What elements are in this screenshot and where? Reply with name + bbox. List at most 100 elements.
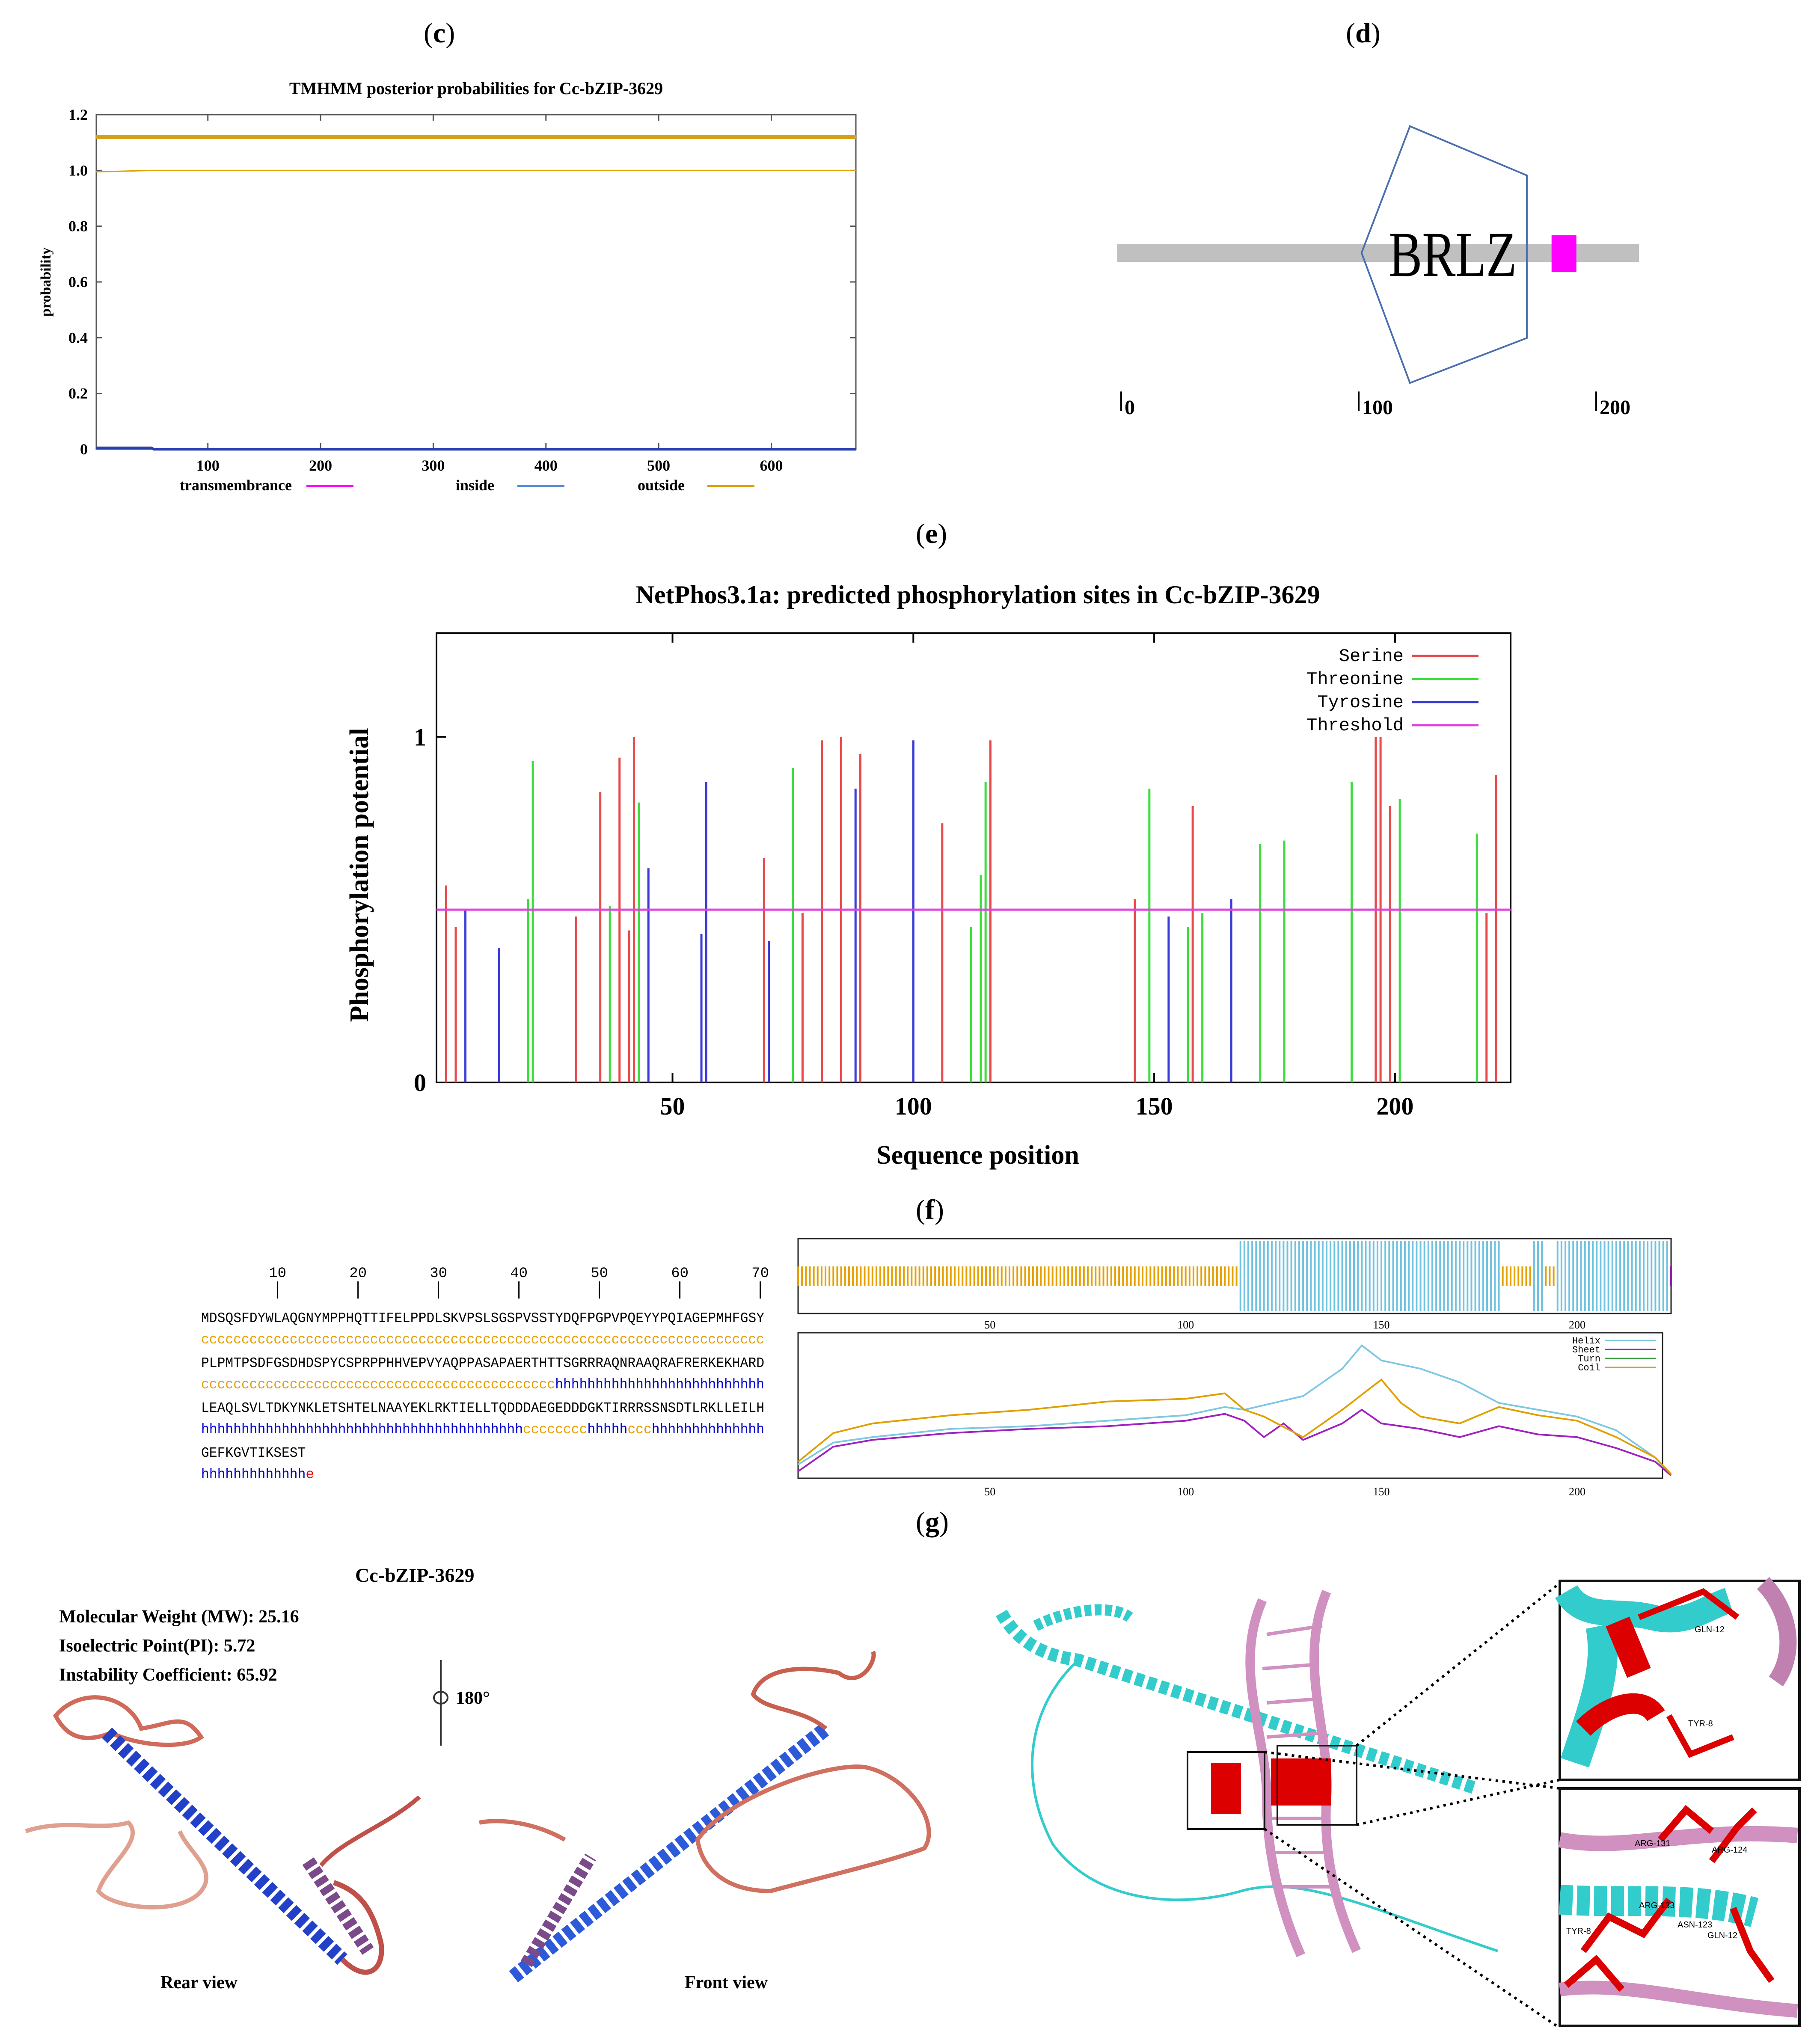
tmhmm-legend-label: outside (638, 477, 685, 494)
tmhmm-xtick-label: 200 (309, 457, 332, 474)
domain-axis-label: 0 (1125, 396, 1135, 419)
tmhmm-ytick-label: 0.2 (68, 385, 88, 402)
residue-label-top-1: TYR-8 (1688, 1719, 1713, 1729)
domain-axis-label: 100 (1362, 396, 1393, 419)
ss-profile-xtick-label: 200 (1569, 1485, 1585, 1498)
ss-line-1-helix: hhhhhhhhhhhhhhhhhhhhhhhhhh (555, 1377, 764, 1393)
residue-label-bottom-1: ARG-124 (1712, 1845, 1747, 1855)
residue-label-bottom-0: ARG-131 (1635, 1839, 1670, 1848)
front-view-model (479, 1650, 931, 1983)
domain-axis-label: 200 (1600, 396, 1630, 419)
netphos-legend-label: Serine (1339, 646, 1404, 667)
tmhmm-ytick-label: 0.8 (68, 218, 88, 235)
zoom-box-1 (1187, 1751, 1265, 1830)
residue-label-bottom-4: GLN-12 (1707, 1931, 1737, 1940)
zoom-box-2 (1277, 1745, 1357, 1826)
tmhmm-xtick-label: 500 (647, 457, 670, 474)
netphos-title: NetPhos3.1a: predicted phosphorylation s… (636, 581, 1320, 609)
tmhmm-title: TMHMM posterior probabilities for Cc-bZI… (289, 79, 663, 98)
ruler-number: 20 (349, 1266, 367, 1282)
sequence-line: PLPMTPSDFGSDHDSPYCSPRPPHHVEPVYAQPPASAPAE… (201, 1355, 764, 1371)
front-view-label: Front view (685, 1973, 768, 1992)
prop-pi: Isoelectric Point(PI): 5.72 (59, 1636, 255, 1656)
prop-instability: Instability Coefficient: 65.92 (59, 1665, 277, 1685)
ss-bar-xtick-label: 150 (1373, 1319, 1390, 1331)
rotation-label: 180° (456, 1688, 490, 1708)
tmhmm-xtick-label: 400 (534, 457, 558, 474)
ss-profile-line-helix (797, 1344, 1672, 1476)
residue-label-bottom-5: TYR-8 (1566, 1927, 1591, 1936)
netphos-xtick-label: 200 (1376, 1092, 1413, 1120)
ss-legend-label: Sheet (1572, 1345, 1600, 1355)
ss-line-2-helix: hhhhhhhhhhhhhhhhhhhhhhhhhhhhhhhhhhhhhhhh (201, 1422, 523, 1438)
tmhmm-chart: TMHMM posterior probabilities for Cc-bZI… (38, 79, 857, 494)
residue-label-top-0: GLN-12 (1695, 1625, 1725, 1634)
brlz-domain-label: BRLZ (1389, 219, 1517, 290)
ruler-number: 50 (591, 1266, 608, 1282)
zoom-inset-bottom: ARG-131 ARG-124 ARG-133 ASN-123 GLN-12 T… (1558, 1787, 1801, 2027)
tmhmm-ylabel: probability (38, 247, 54, 317)
ss-line-2-helix: hhhhh (587, 1422, 627, 1438)
ss-line-2-coil: ccc (627, 1422, 651, 1438)
ss-legend-label: Coil (1578, 1363, 1600, 1373)
dna-protein-complex (995, 1582, 1561, 2029)
tmhmm-series-inside (96, 446, 856, 451)
netphos-ytick-label: 1 (414, 723, 426, 751)
ss-last-char: e (306, 1467, 314, 1482)
ruler-number: 60 (671, 1266, 689, 1282)
tmhmm-series-outside (96, 169, 856, 173)
structure-title: Cc-bZIP-3629 (355, 1564, 475, 1586)
sequence-line: MDSQSFDYWLAQGNYMPPHQTTIFELPPDLSKVPSLSGSP… (201, 1311, 764, 1326)
netphos-legend-label: Threonine (1306, 669, 1404, 690)
panel-label-d: (d) (1346, 18, 1381, 49)
netphos-xlabel: Sequence position (876, 1141, 1079, 1170)
ss-profile-line-coil (797, 1378, 1672, 1475)
netphos-chart: NetPhos3.1a: predicted phosphorylation s… (345, 581, 1511, 1170)
tmhmm-ytick-label: 1.2 (68, 106, 88, 123)
ss-line-3-helix: hhhhhhhhhhhhh (201, 1467, 306, 1482)
ss-profile-frame (797, 1332, 1663, 1479)
netphos-ylabel: Phosphorylation potential (345, 728, 374, 1022)
sequence-line: LEAQLSVLTDKYNKLETSHTELNAAYEKLRKTIELLTQDD… (201, 1400, 764, 1416)
ss-bar-xtick-label: 100 (1177, 1319, 1194, 1331)
ruler-number: 10 (269, 1266, 286, 1282)
netphos-xtick-label: 50 (660, 1092, 685, 1120)
ss-profile-xtick-label: 100 (1177, 1485, 1194, 1498)
tmhmm-ytick-label: 0 (80, 441, 88, 458)
tmhmm-ytick-label: 0.6 (68, 273, 88, 291)
ss-profile-xtick-label: 50 (984, 1485, 995, 1498)
ss-legend-label: Helix (1572, 1336, 1600, 1346)
sequence-panel: 10 20 30 40 50 60 70 MDSQSFDYWLAQGNYMPPHQTTIFEL… (201, 1266, 769, 1482)
netphos-legend-label: Threshold (1306, 715, 1404, 736)
ss-bar-xtick-label: 200 (1569, 1319, 1585, 1331)
netphos-legend-label: Tyrosine (1317, 692, 1404, 713)
tmhmm-xtick-label: 100 (196, 457, 220, 474)
brlz-domain-shape (1360, 125, 1528, 384)
motif-box (1551, 235, 1577, 272)
panel-label-f: (f) (916, 1194, 944, 1225)
ruler-number: 70 (751, 1266, 769, 1282)
rear-view-model (25, 1695, 421, 1975)
panel-label-e: (e) (916, 518, 947, 549)
domain-diagram: BRLZ 0 100 200 (1117, 125, 1639, 419)
ss-profile-xtick-label: 150 (1373, 1485, 1390, 1498)
ss-line-2-coil: cccccccc (523, 1422, 587, 1438)
rotation-arrow-icon (433, 1691, 448, 1705)
ss-profile-line-sheet (797, 1408, 1672, 1477)
ss-bar-xtick-label: 50 (984, 1319, 995, 1331)
netphos-ytick-label: 0 (414, 1069, 426, 1097)
tmhmm-legend-label: transmembrance (180, 477, 292, 494)
ss-line-2-helix: hhhhhhhhhhhhhh (652, 1422, 764, 1438)
netphos-frame (436, 632, 1511, 1083)
tmhmm-ytick-label: 0.4 (68, 329, 88, 346)
prop-mw: Molecular Weight (MW): 25.16 (59, 1607, 299, 1627)
ruler-number: 30 (430, 1266, 447, 1282)
zoom-inset-top: GLN-12 TYR-8 (1555, 1577, 1801, 1781)
ss-line-0-coil: cccccccccccccccccccccccccccccccccccccccc… (201, 1332, 764, 1348)
tmhmm-ytick-label: 1.0 (68, 162, 88, 179)
tmhmm-xtick-label: 600 (760, 457, 783, 474)
ss-legend-label: Turn (1578, 1354, 1600, 1364)
residue-label-bottom-2: ARG-133 (1639, 1901, 1675, 1910)
